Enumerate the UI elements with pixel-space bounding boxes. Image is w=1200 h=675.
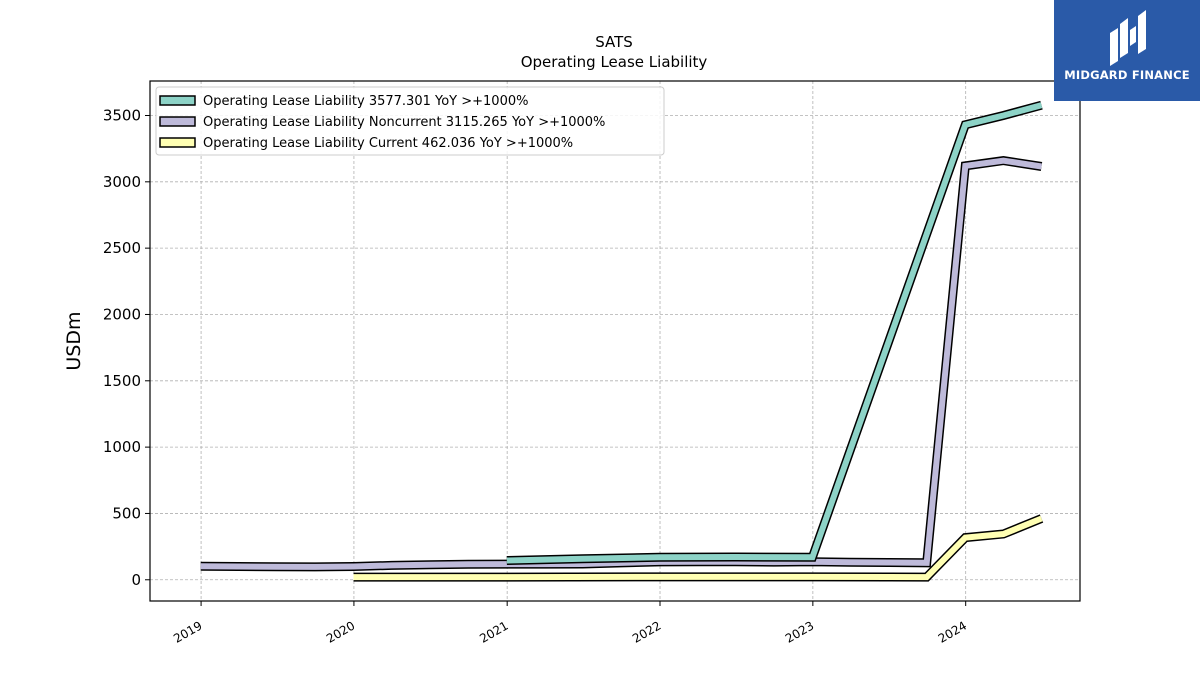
x-tick-label: 2020 bbox=[324, 618, 357, 645]
x-tick-label: 2019 bbox=[171, 618, 204, 645]
grid-layer bbox=[150, 81, 1080, 601]
legend: Operating Lease Liability 3577.301 YoY >… bbox=[155, 86, 665, 156]
chart-title: SATS bbox=[595, 33, 633, 51]
y-axis: 0 500 1000 1500 2000 2500 3000 3500 bbox=[103, 106, 150, 589]
legend-label: Operating Lease Liability 3577.301 YoY >… bbox=[203, 94, 528, 109]
x-axis: 2019 2020 2021 2022 2023 2024 bbox=[171, 601, 969, 646]
series-line bbox=[353, 515, 1043, 581]
chart-subtitle: Operating Lease Liability bbox=[521, 53, 708, 71]
x-tick-label: 2022 bbox=[630, 618, 663, 645]
x-tick-label: 2023 bbox=[783, 618, 816, 645]
legend-box bbox=[155, 86, 665, 156]
series-line-outline bbox=[200, 156, 1043, 572]
legend-label: Operating Lease Liability Noncurrent 311… bbox=[203, 115, 605, 130]
legend-label: Operating Lease Liability Current 462.03… bbox=[203, 136, 573, 151]
midgard-finance-logo: MIDGARD FINANCE bbox=[1054, 0, 1200, 101]
y-tick-label: 2000 bbox=[103, 305, 141, 323]
logo-mark-icon bbox=[1110, 10, 1146, 66]
y-tick-label: 0 bbox=[131, 571, 141, 589]
series-line bbox=[506, 102, 1043, 564]
x-tick-label: 2024 bbox=[936, 618, 969, 645]
y-tick-label: 3500 bbox=[103, 106, 141, 124]
y-tick-label: 500 bbox=[112, 504, 141, 522]
y-tick-label: 1000 bbox=[103, 438, 141, 456]
y-tick-label: 2500 bbox=[103, 239, 141, 257]
series-line bbox=[200, 157, 1042, 570]
legend-swatch bbox=[159, 116, 196, 127]
legend-swatch bbox=[159, 137, 196, 148]
y-tick-label: 3000 bbox=[103, 173, 141, 191]
series-layer bbox=[200, 100, 1044, 582]
plot-frame bbox=[149, 80, 1081, 602]
y-tick-label: 1500 bbox=[103, 372, 141, 390]
y-axis-label: USDm bbox=[63, 311, 85, 370]
legend-swatch bbox=[159, 95, 196, 106]
x-tick-label: 2021 bbox=[477, 618, 510, 645]
logo-text: MIDGARD FINANCE bbox=[1064, 68, 1190, 82]
